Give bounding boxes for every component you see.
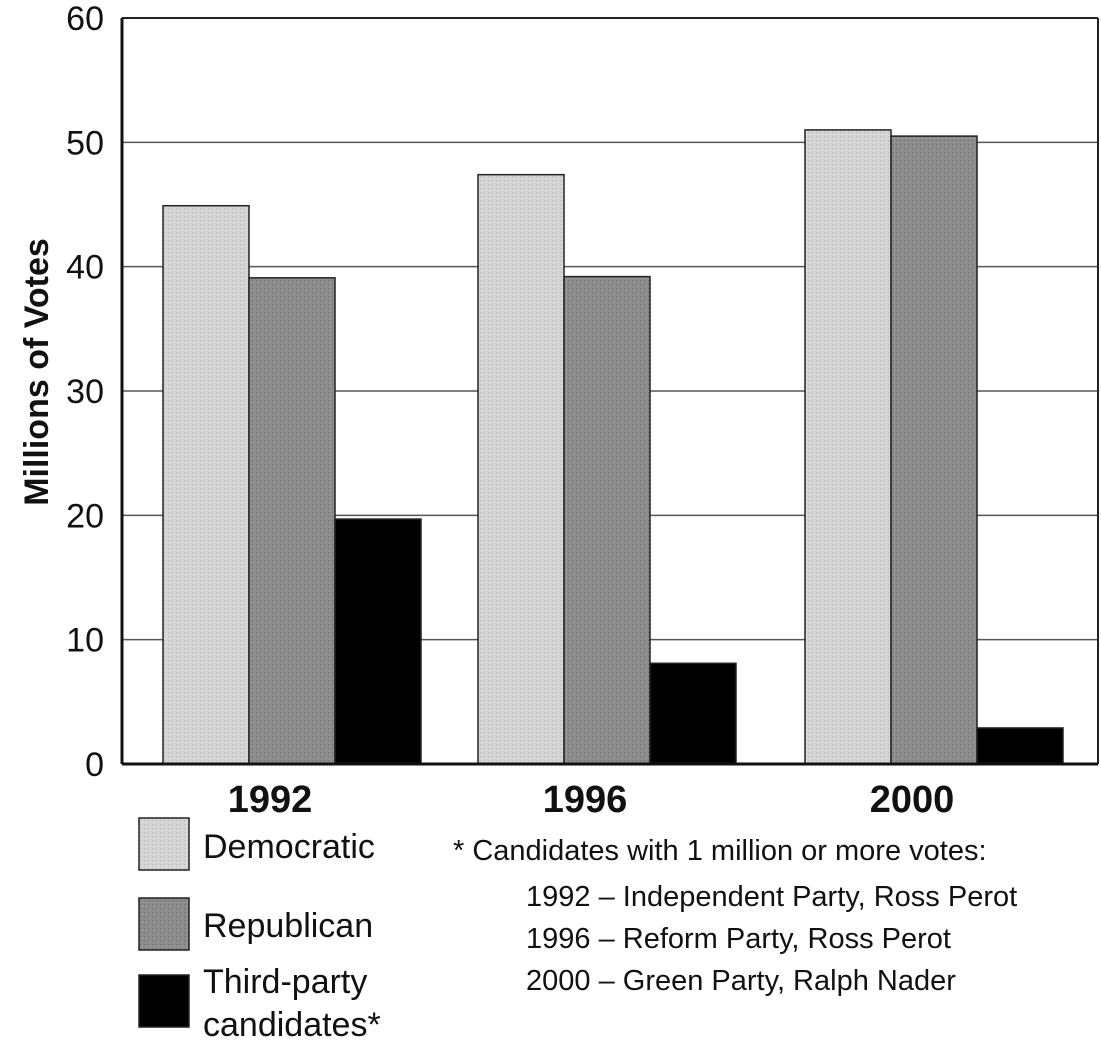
axes <box>120 17 1099 766</box>
legend-swatch <box>138 974 190 1028</box>
bar-third-1992 <box>334 518 422 765</box>
legend-swatch <box>138 897 190 951</box>
footnote: * Candidates with 1 million or more vote… <box>453 835 1017 997</box>
bar-democratic-1996 <box>477 173 565 765</box>
legend: Democratic Republican Third-party candidate… <box>138 817 381 1044</box>
bar-democratic-2000 <box>804 129 892 765</box>
y-tick-label: 20 <box>66 497 104 535</box>
legend-label: Democratic <box>203 828 375 866</box>
y-tick-label: 50 <box>66 124 104 162</box>
x-category-label: 1996 <box>543 779 628 821</box>
bar-third-2000 <box>976 727 1064 765</box>
footnote-line-1992: 1992 – Independent Party, Ross Perot <box>526 881 1017 913</box>
y-tick-label: 40 <box>66 249 104 287</box>
y-tick-labels: 0 10 20 30 40 50 60 <box>66 0 104 784</box>
footnote-heading: * Candidates with 1 million or more vote… <box>453 835 987 867</box>
x-category-labels: 1992 1996 2000 <box>228 779 955 821</box>
x-category-label: 1992 <box>228 779 313 821</box>
bar-republican-1996 <box>563 275 651 765</box>
legend-label-line: candidates* <box>203 1006 381 1044</box>
y-axis-label: Millions of Votes <box>18 238 56 506</box>
x-category-label: 2000 <box>870 779 955 821</box>
bar-republican-2000 <box>890 135 978 765</box>
bar-republican-1992 <box>248 277 336 765</box>
y-tick-label: 0 <box>85 746 104 784</box>
bar-democratic-1992 <box>162 204 250 765</box>
y-tick-label: 30 <box>66 373 104 411</box>
y-tick-label: 10 <box>66 622 104 660</box>
legend-label-line: Third-party <box>203 963 367 1001</box>
footnote-line-2000: 2000 – Green Party, Ralph Nader <box>526 965 956 997</box>
y-tick-label: 60 <box>66 0 104 38</box>
footnote-line-1996: 1996 – Reform Party, Ross Perot <box>526 923 951 955</box>
bar-third-1996 <box>649 662 737 765</box>
legend-label: Republican <box>203 907 373 945</box>
legend-swatch <box>138 817 190 871</box>
bars <box>162 129 1064 765</box>
